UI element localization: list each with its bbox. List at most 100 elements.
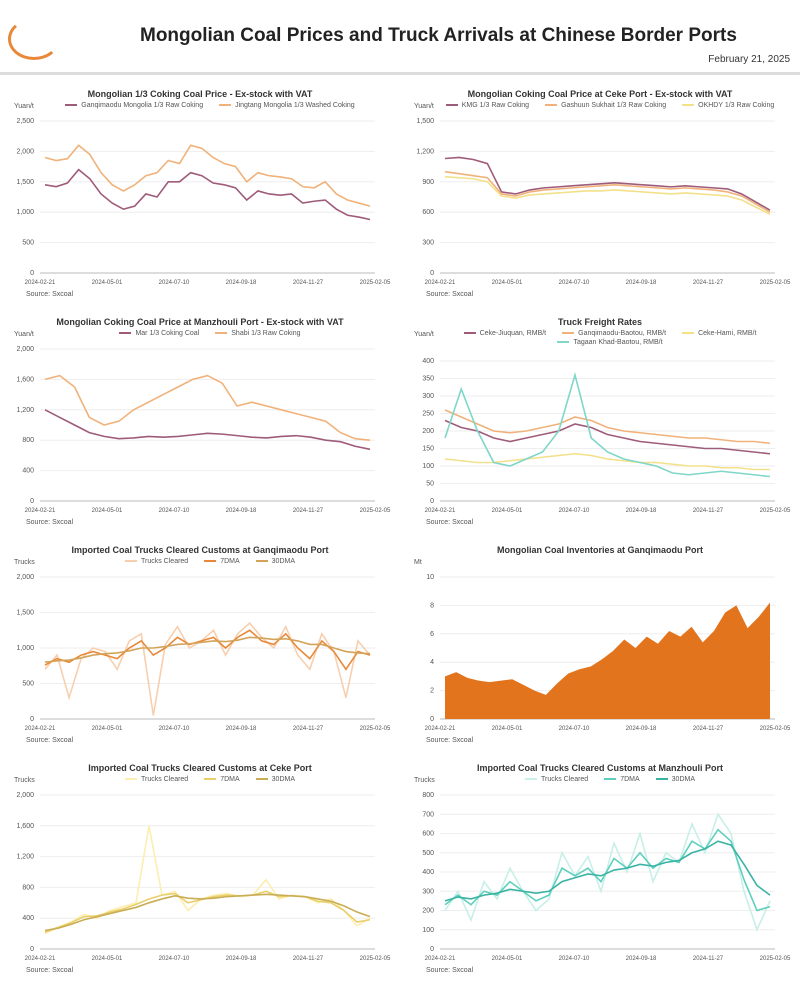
x-tick-label: 2024-09-18: [626, 956, 657, 962]
report-header: Mongolian Coal Prices and Truck Arrivals…: [0, 0, 800, 75]
chart-title: Imported Coal Trucks Cleared Customs at …: [476, 763, 724, 773]
legend-swatch: [204, 560, 217, 563]
series-line: [44, 168, 371, 221]
series-line: [444, 170, 771, 213]
legend-label: OKHDY 1/3 Raw Coking: [698, 102, 775, 109]
series-line: [44, 144, 371, 207]
legend-item: Mar 1/3 Coking Coal: [119, 330, 199, 337]
x-tick-label: 2024-07-10: [159, 508, 190, 514]
y-tick-label: 2,000: [16, 346, 34, 353]
legend-label: Ceke-Hami, RMB/t: [698, 330, 757, 337]
legend-item: OKHDY 1/3 Raw Coking: [682, 102, 774, 109]
y-tick-label: 500: [422, 850, 434, 857]
legend-swatch: [255, 778, 268, 781]
x-tick-label: 2024-05-01: [492, 280, 523, 286]
chart-plot: 0 300 600 900 1,200 1,500 2024-02-21 2024-05-01…: [416, 118, 791, 286]
legend-item: 7DMA: [604, 776, 640, 783]
report-date: February 21, 2025: [708, 54, 790, 65]
y-tick-label: 1,200: [416, 148, 434, 155]
x-tick-label: 2024-05-01: [492, 508, 523, 514]
legend-item: Trucks Cleared: [125, 558, 188, 565]
legend-label: 30DMA: [271, 558, 295, 565]
y-tick-label: 1,000: [16, 645, 34, 652]
y-tick-label: 800: [422, 792, 434, 799]
legend-label: KMG 1/3 Raw Coking: [461, 102, 530, 109]
x-tick-label: 2024-11-27: [693, 508, 724, 514]
series-line: [444, 452, 770, 471]
legend-swatch: [655, 778, 668, 781]
chart-title: Mongolian Coking Coal Price at Manzhouli…: [56, 317, 344, 327]
y-tick-label: 2,500: [16, 118, 34, 125]
series-line: [44, 890, 371, 933]
x-tick-label: 2024-07-10: [559, 508, 590, 514]
legend-swatch: [525, 778, 537, 781]
y-tick-label: 300: [422, 240, 434, 247]
y-tick-label: 300: [422, 888, 434, 895]
series-line: [444, 812, 771, 932]
chart-plot: 0 2 4 6 8 10 2024-02-21 2024-05-01 2024-07-10 202…: [425, 574, 791, 732]
y-unit: Yuan/t: [414, 103, 434, 110]
chart-title: Truck Freight Rates: [557, 317, 643, 327]
y-tick-label: 400: [22, 915, 34, 922]
legend-swatch: [562, 332, 575, 335]
x-tick-label: 2024-02-21: [425, 956, 456, 962]
legend-item: KMG 1/3 Raw Coking: [445, 102, 530, 109]
y-tick-label: 700: [422, 811, 434, 818]
x-tick-label: 2024-05-01: [492, 956, 523, 962]
chart-source: Source: Sxcoal: [26, 291, 74, 298]
legend-label: Trucks Cleared: [141, 558, 189, 565]
x-tick-label: 2024-07-10: [159, 726, 190, 732]
x-tick-label: 2024-07-10: [559, 956, 590, 962]
chart-source: Source: Sxcoal: [426, 967, 474, 974]
legend-swatch: [65, 104, 78, 107]
x-tick-label: 2024-09-18: [226, 508, 257, 514]
y-tick-label: 400: [422, 358, 434, 365]
chart-plot: 0 50 100 150 200 250 300 350 400 2024-02-21 2024-0…: [422, 358, 791, 514]
x-tick-label: 2024-02-21: [425, 726, 456, 732]
series-line: [445, 602, 770, 719]
y-tick-label: 200: [422, 428, 434, 435]
chart-title: Mongolian Coking Coal Price at Ceke Port…: [467, 89, 733, 99]
series-line: [444, 840, 771, 902]
legend-label: Mar 1/3 Coking Coal: [135, 330, 200, 337]
y-tick-label: 600: [422, 209, 434, 216]
y-tick-label: 50: [426, 481, 434, 488]
x-tick-label: 2024-09-18: [226, 280, 257, 286]
x-tick-label: 2025-02-05: [760, 280, 791, 286]
legend-item: Trucks Cleared: [125, 776, 188, 783]
legend-label: Trucks Cleared: [141, 776, 189, 783]
chart-title: Mongolian Coal Inventories at Ganqimaodu…: [496, 545, 703, 555]
y-tick-label: 600: [422, 831, 434, 838]
chart-plot: 0 400 800 1,200 1,600 2,000 2024-02-21 2024-05-…: [16, 792, 391, 962]
x-tick-label: 2024-02-21: [425, 280, 456, 286]
legend-item: Ganqimaodu-Baotou, RMB/t: [562, 330, 666, 337]
x-tick-label: 2024-05-01: [92, 508, 123, 514]
x-tick-label: 2024-11-27: [693, 280, 724, 286]
chart-panel: Mongolian 1/3 Coking Coal Price - Ex-sto…: [0, 85, 400, 313]
y-tick-label: 400: [22, 468, 34, 475]
series-line: [44, 893, 371, 932]
y-tick-label: 0: [430, 498, 434, 505]
chart-title: Mongolian 1/3 Coking Coal Price - Ex-sto…: [87, 89, 313, 99]
x-tick-label: 2024-02-21: [425, 508, 456, 514]
x-tick-label: 2025-02-05: [360, 508, 391, 514]
chart-plot: 0 500 1,000 1,500 2,000 2,500 2024-02-21 2024-0…: [16, 118, 391, 286]
legend-label: 7DMA: [220, 776, 240, 783]
y-tick-label: 0: [30, 270, 34, 277]
y-tick-label: 1,600: [16, 823, 34, 830]
chart-title: Imported Coal Trucks Cleared Customs at …: [88, 763, 312, 773]
y-tick-label: 8: [430, 602, 434, 609]
y-unit: Trucks: [14, 777, 35, 784]
series-line: [444, 371, 771, 478]
y-tick-label: 200: [422, 908, 434, 915]
legend-item: Ceke-Hami, RMB/t: [682, 330, 756, 337]
legend-label: 7DMA: [620, 776, 640, 783]
chart-source: Source: Sxcoal: [26, 737, 74, 744]
x-tick-label: 2024-11-27: [693, 726, 724, 732]
y-tick-label: 2,000: [16, 792, 34, 799]
x-tick-label: 2024-05-01: [92, 726, 123, 732]
y-tick-label: 0: [30, 498, 34, 505]
legend: Trucks Cleared 7DMA 30DMA: [440, 776, 780, 783]
chart-source: Source: Sxcoal: [426, 737, 474, 744]
x-tick-label: 2024-07-10: [159, 280, 190, 286]
